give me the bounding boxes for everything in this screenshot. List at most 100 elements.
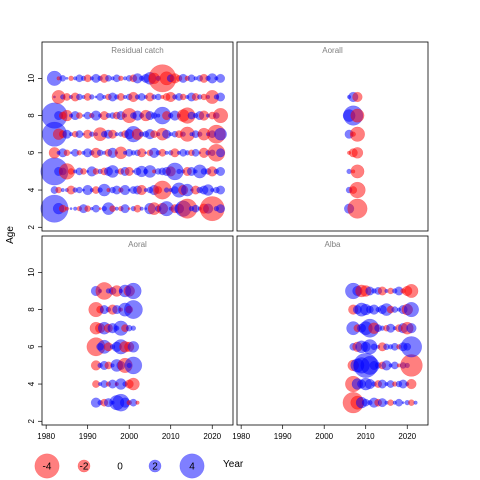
x-tick-label: 2020 bbox=[203, 432, 221, 441]
bubble bbox=[163, 187, 170, 193]
bubble bbox=[127, 377, 140, 391]
panel-frame bbox=[236, 235, 429, 426]
bubble bbox=[76, 186, 83, 194]
y-tick-label: 10 bbox=[27, 73, 36, 82]
x-tick-label: 1980 bbox=[37, 432, 55, 441]
bubble bbox=[216, 204, 226, 214]
y-tick-label: 8 bbox=[27, 307, 36, 312]
bubble bbox=[76, 112, 83, 119]
y-tick-label: 6 bbox=[27, 344, 36, 349]
panel-frame bbox=[41, 41, 234, 232]
x-tick-label: 2010 bbox=[357, 432, 375, 441]
bubble bbox=[352, 91, 363, 103]
bubble bbox=[124, 300, 143, 319]
bubble bbox=[98, 207, 102, 211]
bubble bbox=[80, 168, 87, 175]
legend-bubble bbox=[34, 453, 60, 479]
axes-layer: 2 4 6 8 10 2 4 6 8 10 1980 1990 2000 2010 2020 1980 1990… bbox=[27, 73, 417, 441]
bubble bbox=[73, 206, 78, 211]
bubble bbox=[400, 354, 423, 377]
panel-frame bbox=[236, 41, 429, 232]
bubble bbox=[89, 94, 95, 100]
legend-bubble bbox=[77, 459, 91, 473]
panel: Residual catch bbox=[40, 41, 234, 232]
bubble bbox=[216, 185, 226, 195]
bubble bbox=[65, 76, 69, 80]
legend-bubble bbox=[179, 453, 205, 479]
x-axis-label: Year bbox=[223, 459, 244, 470]
x-tick-label: 2010 bbox=[162, 432, 180, 441]
bubble-group bbox=[86, 282, 143, 412]
bubble bbox=[403, 302, 419, 318]
panel-title: Aorall bbox=[322, 46, 343, 55]
bubble bbox=[127, 207, 131, 211]
bubble bbox=[64, 206, 69, 211]
y-tick-label: 2 bbox=[27, 225, 36, 230]
bubble bbox=[76, 150, 83, 156]
bubble bbox=[404, 284, 419, 298]
bubble bbox=[351, 147, 364, 159]
y-tick-label: 6 bbox=[27, 150, 36, 155]
x-tick-label: 2000 bbox=[315, 432, 333, 441]
panel-title: Alba bbox=[324, 240, 341, 249]
bubble bbox=[127, 341, 140, 353]
bubble bbox=[213, 108, 229, 124]
bubble bbox=[59, 75, 67, 82]
x-tick-label: 1990 bbox=[79, 432, 97, 441]
bubble bbox=[400, 336, 422, 358]
bubble bbox=[406, 323, 417, 334]
bubble-group bbox=[342, 282, 423, 414]
bubble bbox=[60, 188, 65, 193]
bubble bbox=[349, 126, 365, 142]
y-tick-label: 2 bbox=[27, 419, 36, 424]
bubble bbox=[395, 398, 403, 407]
bubble bbox=[114, 206, 119, 211]
legend-label: 4 bbox=[189, 462, 195, 473]
bubble bbox=[413, 400, 418, 405]
panel-frame bbox=[41, 235, 234, 426]
bubble bbox=[401, 401, 405, 405]
x-tick-label: 1980 bbox=[232, 432, 250, 441]
bubble bbox=[75, 130, 84, 139]
y-axis-label: Age bbox=[5, 226, 16, 244]
bubble bbox=[124, 356, 143, 375]
bubble bbox=[92, 204, 100, 213]
bubble bbox=[347, 198, 368, 219]
bubble bbox=[216, 92, 226, 102]
legend-label: -4 bbox=[43, 462, 52, 473]
x-tick-label: 1990 bbox=[274, 432, 292, 441]
bubble bbox=[130, 325, 136, 331]
bubble bbox=[144, 151, 148, 155]
y-tick-label: 4 bbox=[27, 381, 36, 386]
bubble bbox=[118, 75, 124, 81]
bubble bbox=[139, 206, 144, 211]
legend-label: 0 bbox=[117, 462, 123, 473]
legend-bubble bbox=[148, 459, 162, 473]
bubble bbox=[176, 168, 182, 175]
bubble bbox=[69, 207, 73, 211]
bubble bbox=[216, 166, 226, 176]
x-tick-label: 2000 bbox=[120, 432, 138, 441]
bubble-group bbox=[40, 64, 229, 223]
bubble bbox=[125, 282, 142, 300]
panel-title: Aoral bbox=[128, 240, 147, 249]
bubble bbox=[84, 205, 91, 212]
panel: Aoral bbox=[41, 235, 234, 426]
bubble bbox=[406, 378, 417, 390]
legend-label: -2 bbox=[80, 462, 89, 473]
bubble bbox=[349, 181, 366, 199]
bubble bbox=[214, 127, 227, 141]
bubble bbox=[114, 132, 119, 137]
bubble bbox=[191, 148, 200, 157]
bubble bbox=[350, 164, 365, 179]
legend: -4 -2 0 2 4 bbox=[34, 453, 205, 479]
panels-layer: Residual catch Aorall Aoral Alba bbox=[40, 41, 429, 426]
bubble bbox=[68, 75, 74, 81]
x-tick-label: 2020 bbox=[398, 432, 416, 441]
bubble-group bbox=[342, 91, 368, 219]
bubble bbox=[216, 73, 226, 83]
y-tick-label: 10 bbox=[27, 267, 36, 276]
bubble bbox=[164, 150, 169, 155]
bubble bbox=[63, 149, 71, 157]
